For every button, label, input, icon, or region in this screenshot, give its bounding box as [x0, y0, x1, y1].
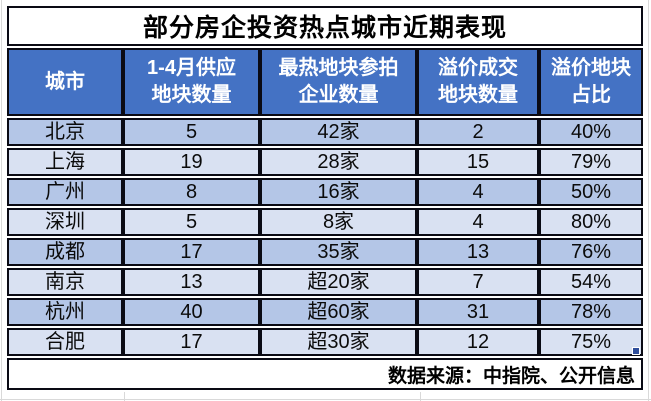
cell-bidders[interactable]: 超60家	[260, 298, 417, 326]
cell-premium-ratio[interactable]: 50%	[539, 178, 644, 206]
cell-premium-ratio[interactable]: 80%	[539, 208, 644, 236]
sheet-gridline	[1, 0, 2, 401]
table-title: 部分房企投资热点城市近期表现	[7, 6, 644, 46]
cell-bidders[interactable]: 35家	[260, 238, 417, 266]
cell-premium-count[interactable]: 31	[417, 298, 539, 326]
header-row: 城市 1-4月供应 地块数量 最热地块参拍 企业数量 溢价成交 地块数量 溢价地…	[7, 48, 644, 116]
sheet-gridline	[0, 399, 651, 400]
cell-premium-count[interactable]: 15	[417, 148, 539, 176]
table-row-beijing: 北京 5 42家 2 40%	[7, 118, 644, 146]
table-row-hefei: 合肥 17 超30家 12 75%	[7, 328, 644, 356]
cell-premium-ratio[interactable]: 78%	[539, 298, 644, 326]
cell-premium-count[interactable]: 12	[417, 328, 539, 356]
cell-supplied[interactable]: 8	[123, 178, 260, 206]
table-row-shanghai: 上海 19 28家 15 79%	[7, 148, 644, 176]
hot-cities-table: 部分房企投资热点城市近期表现 城市 1-4月供应 地块数量 最热地块参拍 企业数…	[7, 4, 644, 392]
cell-premium-count[interactable]: 2	[417, 118, 539, 146]
cell-premium-count[interactable]: 13	[417, 238, 539, 266]
cell-bidders[interactable]: 超20家	[260, 268, 417, 296]
selection-fill-handle[interactable]	[632, 347, 640, 355]
cell-city[interactable]: 成都	[7, 238, 123, 266]
cell-supplied[interactable]: 13	[123, 268, 260, 296]
cell-premium-count[interactable]: 4	[417, 178, 539, 206]
cell-premium-ratio[interactable]: 76%	[539, 238, 644, 266]
footer-row: 数据来源：中指院、公开信息	[7, 358, 644, 390]
header-cell-city[interactable]: 城市	[7, 48, 123, 116]
cell-supplied[interactable]: 5	[123, 118, 260, 146]
sheet-gridline	[648, 0, 649, 401]
header-cell-premium-ratio[interactable]: 溢价地块 占比	[539, 48, 644, 116]
cell-supplied[interactable]: 17	[123, 328, 260, 356]
cell-city[interactable]: 南京	[7, 268, 123, 296]
cell-premium-count[interactable]: 7	[417, 268, 539, 296]
header-cell-bidders[interactable]: 最热地块参拍 企业数量	[260, 48, 417, 116]
cell-bidders[interactable]: 42家	[260, 118, 417, 146]
header-cell-premium-plots[interactable]: 溢价成交 地块数量	[417, 48, 539, 116]
cell-city[interactable]: 合肥	[7, 328, 123, 356]
cell-city[interactable]: 深圳	[7, 208, 123, 236]
cell-premium-ratio[interactable]: 79%	[539, 148, 644, 176]
sheet-gridline	[124, 392, 125, 401]
title-row: 部分房企投资热点城市近期表现	[7, 6, 644, 46]
cell-bidders[interactable]: 28家	[260, 148, 417, 176]
cell-bidders[interactable]: 超30家	[260, 328, 417, 356]
cell-supplied[interactable]: 40	[123, 298, 260, 326]
cell-city[interactable]: 北京	[7, 118, 123, 146]
cell-supplied[interactable]: 19	[123, 148, 260, 176]
cell-bidders[interactable]: 16家	[260, 178, 417, 206]
cell-premium-ratio[interactable]: 54%	[539, 268, 644, 296]
sheet-gridline	[420, 392, 421, 401]
table-row-guangzhou: 广州 8 16家 4 50%	[7, 178, 644, 206]
cell-supplied[interactable]: 5	[123, 208, 260, 236]
cell-bidders[interactable]: 8家	[260, 208, 417, 236]
table-row-nanjing: 南京 13 超20家 7 54%	[7, 268, 644, 296]
cell-premium-ratio[interactable]: 40%	[539, 118, 644, 146]
header-cell-supplied-plots[interactable]: 1-4月供应 地块数量	[123, 48, 260, 116]
cell-supplied[interactable]: 17	[123, 238, 260, 266]
cell-city[interactable]: 杭州	[7, 298, 123, 326]
table-row-chengdu: 成都 17 35家 13 76%	[7, 238, 644, 266]
cell-city[interactable]: 广州	[7, 178, 123, 206]
table-row-hangzhou: 杭州 40 超60家 31 78%	[7, 298, 644, 326]
data-source-note: 数据来源：中指院、公开信息	[7, 358, 644, 390]
cell-premium-ratio[interactable]: 75%	[539, 328, 644, 356]
cell-city[interactable]: 上海	[7, 148, 123, 176]
cell-premium-count[interactable]: 4	[417, 208, 539, 236]
table-row-shenzhen: 深圳 5 8家 4 80%	[7, 208, 644, 236]
